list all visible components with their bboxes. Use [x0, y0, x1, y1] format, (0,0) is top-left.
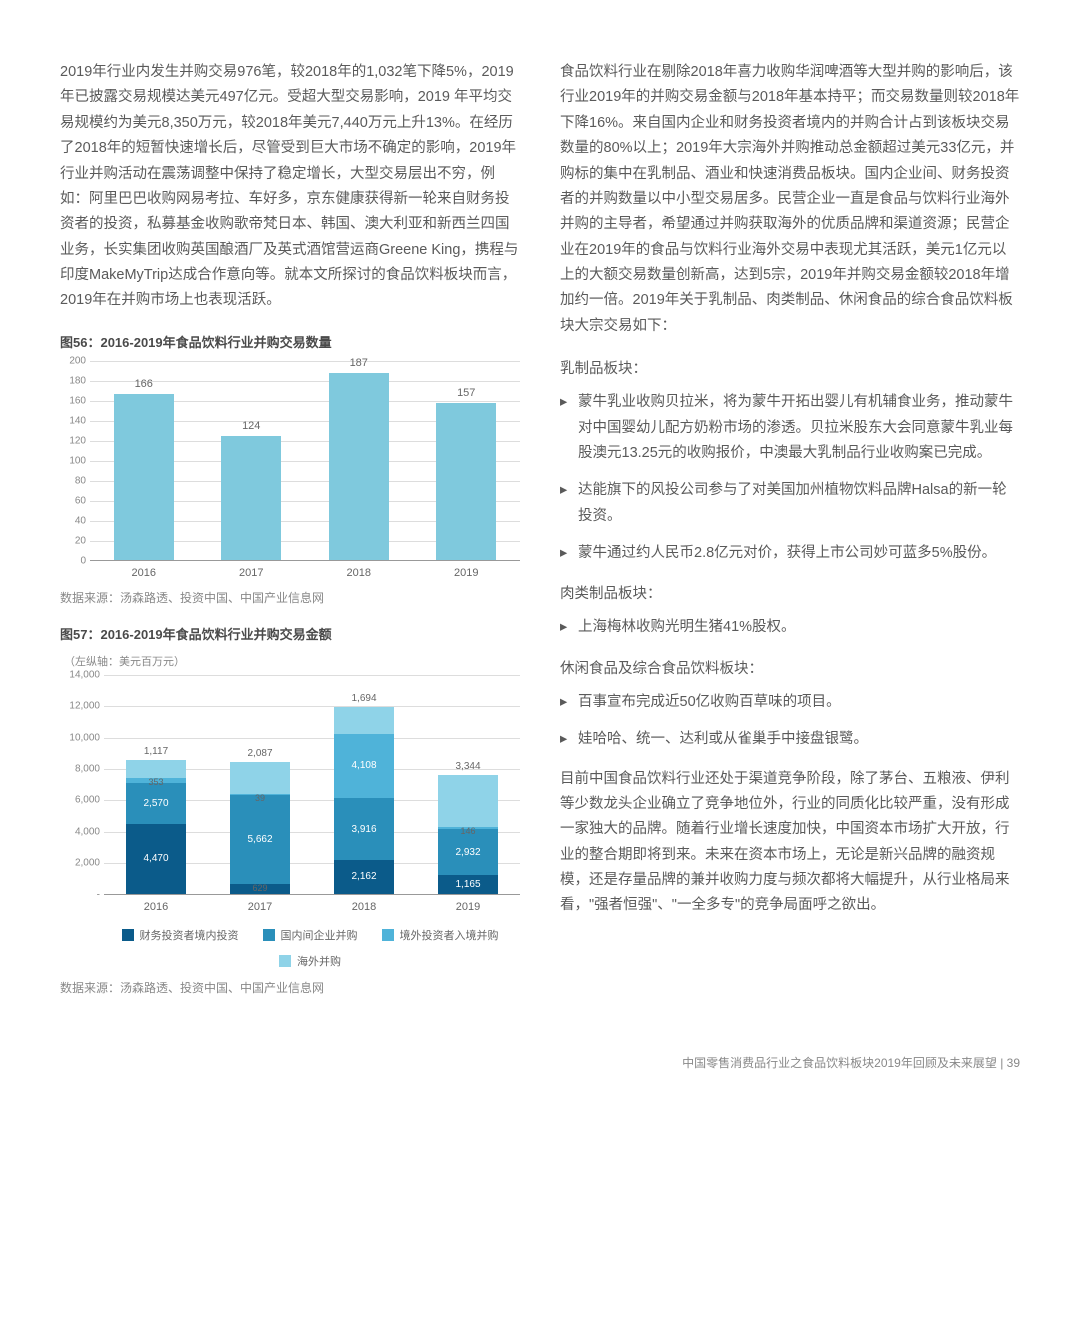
stack-segment: 2,932 [438, 829, 498, 875]
legend-swatch [263, 929, 275, 941]
fig56-chart: 020406080100120140160180200166124187157 … [60, 361, 520, 579]
bar-label: 166 [114, 378, 174, 390]
ytick: 10,000 [60, 732, 100, 743]
stack-segment: 2,570 [126, 783, 186, 823]
x-label: 2017 [221, 567, 281, 579]
right-column: 食品饮料行业在剔除2018年喜力收购华润啤酒等大型并购的影响后，该行业2019年… [560, 60, 1020, 1014]
x-label: 2016 [114, 567, 174, 579]
ytick: 20 [60, 535, 86, 546]
legend-swatch [279, 955, 291, 967]
stack-segment: 146 [438, 827, 498, 829]
section-snack-heading: 休闲食品及综合食品饮料板块： [560, 657, 1020, 678]
bar-label: 157 [436, 387, 496, 399]
list-item: 上海梅林收购光明生猪41%股权。 [560, 615, 1020, 640]
ytick: 200 [60, 355, 86, 366]
ytick: 40 [60, 515, 86, 526]
ytick: 6,000 [60, 795, 100, 806]
fig56-title: 图56：2016-2019年食品饮料行业并购交易数量 [60, 332, 520, 351]
right-para-1: 食品饮料行业在剔除2018年喜力收购华润啤酒等大型并购的影响后，该行业2019年… [560, 60, 1020, 339]
fig56-source: 数据来源：汤森路透、投资中国、中国产业信息网 [60, 589, 520, 606]
x-label: 2019 [436, 567, 496, 579]
page-footer: 中国零售消费品行业之食品饮料板块2019年回顾及未来展望 | 39 [60, 1054, 1020, 1071]
section-dairy-list: 蒙牛乳业收购贝拉米，将为蒙牛开拓出婴儿有机辅食业务，推动蒙牛对中国婴幼儿配方奶粉… [560, 390, 1020, 566]
bar: 187 [329, 373, 389, 560]
fig57-axis-note: （左纵轴：美元百万元） [60, 653, 520, 669]
x-label: 2018 [334, 901, 394, 913]
stack-segment: 39 [230, 794, 290, 795]
list-item: 达能旗下的风投公司参与了对美国加州植物饮料品牌Halsa的新一轮投资。 [560, 478, 1020, 529]
fig57-chart: -2,0004,0006,0008,00010,00012,00014,0004… [60, 675, 520, 969]
x-label: 2019 [438, 901, 498, 913]
x-label: 2017 [230, 901, 290, 913]
stack-segment: 2,162 [334, 860, 394, 894]
two-column-layout: 2019年行业内发生并购交易976笔，较2018年的1,032笔下降5%，201… [60, 60, 1020, 1014]
ytick: - [60, 889, 100, 900]
stack-segment: 4,108 [334, 734, 394, 799]
bar-label: 187 [329, 357, 389, 369]
ytick: 2,000 [60, 858, 100, 869]
ytick: 80 [60, 475, 86, 486]
section-meat-heading: 肉类制品板块： [560, 582, 1020, 603]
legend-item: 财务投资者境内投资 [122, 927, 239, 943]
section-dairy-heading: 乳制品板块： [560, 357, 1020, 378]
legend-label: 海外并购 [297, 953, 341, 969]
ytick: 60 [60, 495, 86, 506]
stack-segment: 353 [126, 778, 186, 784]
stack-segment [230, 762, 290, 795]
left-column: 2019年行业内发生并购交易976笔，较2018年的1,032笔下降5%，201… [60, 60, 520, 1014]
bar: 124 [221, 436, 281, 560]
bar-label: 124 [221, 420, 281, 432]
fig57-source: 数据来源：汤森路透、投资中国、中国产业信息网 [60, 979, 520, 996]
section-snack-list: 百事宣布完成近50亿收购百草味的项目。娃哈哈、统一、达利或从雀巢手中接盘银鹭。 [560, 690, 1020, 753]
bar: 157 [436, 403, 496, 560]
ytick: 100 [60, 455, 86, 466]
legend-item: 国内间企业并购 [263, 927, 358, 943]
legend-swatch [382, 929, 394, 941]
stack-segment: 1,165 [438, 875, 498, 893]
stack-segment: 5,662 [230, 795, 290, 884]
x-label: 2018 [329, 567, 389, 579]
stack-segment: 3,916 [334, 798, 394, 860]
ytick: 14,000 [60, 669, 100, 680]
list-item: 蒙牛乳业收购贝拉米，将为蒙牛开拓出婴儿有机辅食业务，推动蒙牛对中国婴幼儿配方奶粉… [560, 390, 1020, 466]
section-meat-list: 上海梅林收购光明生猪41%股权。 [560, 615, 1020, 640]
footer-text: 中国零售消费品行业之食品饮料板块2019年回顾及未来展望 [682, 1056, 997, 1070]
stack-segment: 629 [230, 884, 290, 894]
legend-label: 境外投资者入境并购 [400, 927, 499, 943]
ytick: 8,000 [60, 764, 100, 775]
x-label: 2016 [126, 901, 186, 913]
ytick: 140 [60, 415, 86, 426]
bar: 166 [114, 394, 174, 560]
legend-swatch [122, 929, 134, 941]
legend-item: 境外投资者入境并购 [382, 927, 499, 943]
list-item: 百事宣布完成近50亿收购百草味的项目。 [560, 690, 1020, 715]
ytick: 4,000 [60, 826, 100, 837]
list-item: 娃哈哈、统一、达利或从雀巢手中接盘银鹭。 [560, 727, 1020, 752]
list-item: 蒙牛通过约人民币2.8亿元对价，获得上市公司妙可蓝多5%股份。 [560, 541, 1020, 566]
fig57-title: 图57：2016-2019年食品饮料行业并购交易金额 [60, 624, 520, 643]
right-para-2: 目前中国食品饮料行业还处于渠道竞争阶段，除了茅台、五粮液、伊利等少数龙头企业确立… [560, 767, 1020, 919]
stack-segment [334, 707, 394, 734]
legend-label: 财务投资者境内投资 [140, 927, 239, 943]
stack-segment [126, 760, 186, 778]
left-para-1: 2019年行业内发生并购交易976笔，较2018年的1,032笔下降5%，201… [60, 60, 520, 314]
ytick: 120 [60, 435, 86, 446]
stack-segment [438, 775, 498, 828]
ytick: 160 [60, 395, 86, 406]
footer-page: 39 [1007, 1056, 1020, 1070]
legend-item: 海外并购 [279, 953, 341, 969]
ytick: 12,000 [60, 701, 100, 712]
stack-segment: 4,470 [126, 824, 186, 894]
legend-label: 国内间企业并购 [281, 927, 358, 943]
ytick: 180 [60, 375, 86, 386]
ytick: 0 [60, 555, 86, 566]
